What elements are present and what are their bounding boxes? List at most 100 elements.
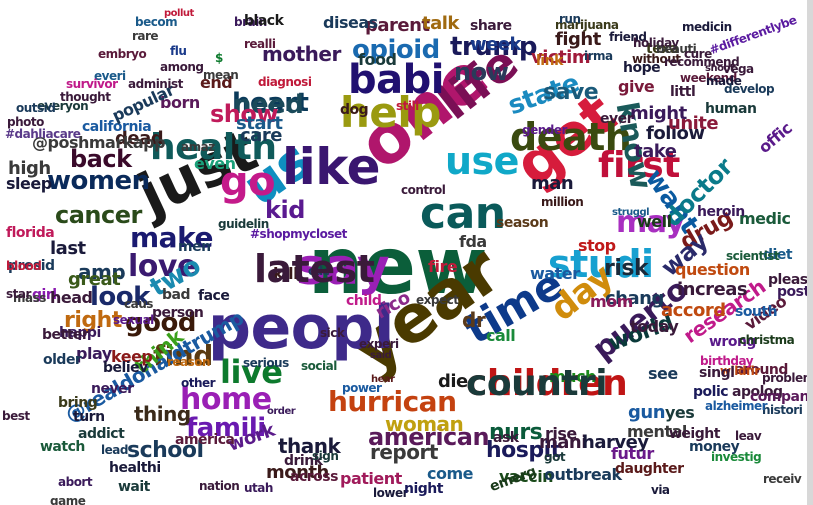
cloud-word: marijuana — [555, 18, 619, 32]
cloud-word: food — [358, 50, 397, 69]
cloud-word: born — [160, 93, 200, 112]
cloud-word: south — [735, 304, 778, 320]
cloud-word: stop — [578, 236, 616, 255]
cloud-word: #dahliacare — [5, 127, 81, 141]
cloud-word: show — [210, 100, 279, 128]
cloud-word: black — [244, 13, 284, 29]
cloud-word: apolog — [732, 384, 783, 400]
cloud-word: brain — [234, 15, 267, 29]
cloud-word: lower — [373, 486, 409, 500]
cloud-word: investig — [711, 450, 762, 464]
cloud-word: patient — [340, 469, 402, 488]
cloud-word: death — [510, 115, 632, 159]
cloud-word: heart — [232, 88, 309, 118]
cloud-word: share — [470, 18, 512, 34]
cloud-word: thing — [134, 402, 191, 426]
cloud-word: futur — [611, 444, 654, 463]
cloud-word: problem — [762, 371, 813, 385]
cloud-word: dog — [340, 102, 369, 118]
cloud-word: opioid — [352, 35, 440, 65]
cloud-word: talk — [422, 13, 459, 34]
cloud-word: sleep — [6, 174, 52, 193]
cloud-word: social — [301, 359, 337, 373]
cloud-word: made — [706, 74, 742, 88]
right-edge-border — [807, 0, 813, 505]
cloud-word: still — [396, 99, 419, 113]
cloud-word: mental — [627, 422, 687, 441]
cloud-word: famili — [186, 413, 266, 443]
cloud-word: great — [68, 269, 121, 290]
cloud-word: #shopmycloset — [250, 227, 347, 241]
cloud-word: countri — [466, 363, 608, 404]
cloud-word: last — [50, 238, 86, 259]
cloud-word: take — [634, 141, 677, 162]
cloud-word: offic — [754, 118, 796, 158]
cloud-word: other — [181, 376, 216, 390]
cloud-word: singl — [699, 365, 735, 381]
cloud-word: diagnosi — [258, 75, 312, 89]
cloud-word: guidelin — [218, 217, 269, 231]
cloud-word: bad — [162, 287, 191, 303]
cloud-word: addict — [78, 426, 125, 442]
cloud-word: like — [282, 138, 381, 196]
cloud-word: administ — [128, 77, 183, 91]
cloud-word: make — [130, 221, 213, 254]
cloud-word: bring — [58, 395, 98, 411]
cloud-word: run — [559, 12, 581, 26]
cloud-word: first — [598, 145, 680, 186]
cloud-word: sexual — [113, 313, 154, 327]
cloud-word: risk — [604, 256, 649, 281]
cloud-word: call — [486, 326, 516, 345]
cloud-word: fda — [459, 232, 487, 251]
cloud-word: fight — [555, 29, 601, 50]
cloud-word: mean — [203, 68, 239, 82]
cloud-word: realli — [244, 37, 276, 51]
cloud-word: heroin — [697, 204, 745, 220]
cloud-word: rise — [545, 424, 577, 443]
cloud-word: give — [618, 77, 655, 96]
cloud-word: believ — [103, 360, 148, 376]
cloud-word: ask — [493, 430, 519, 446]
cloud-word: around — [735, 362, 788, 378]
cloud-word: follow — [646, 123, 705, 144]
cloud-word: thought — [60, 90, 111, 104]
cloud-word: weekend — [680, 71, 737, 85]
cloud-word: christma — [739, 333, 795, 347]
cloud-word: across — [290, 469, 338, 485]
cloud-word: serious — [243, 356, 289, 370]
cloud-word: health — [150, 127, 277, 168]
cloud-word: parent — [365, 15, 430, 36]
cloud-word: children — [466, 363, 628, 404]
cloud-word: mother — [262, 42, 341, 66]
cloud-word: harvey — [582, 432, 649, 453]
cloud-word: amaz — [181, 140, 215, 154]
cloud-word: diseas — [323, 13, 378, 32]
cloud-word: polic — [693, 384, 729, 400]
cloud-word: back — [70, 145, 132, 173]
cloud-word: weight — [669, 426, 720, 442]
cloud-word: drink — [284, 453, 323, 469]
cloud-word: yes — [665, 403, 695, 422]
cloud-word: need — [233, 90, 304, 120]
cloud-word: much — [549, 367, 596, 386]
cloud-word: month — [266, 462, 329, 483]
cloud-word: pleas — [768, 272, 808, 288]
cloud-word: mom — [590, 292, 633, 311]
cloud-word: girl — [32, 287, 57, 303]
cloud-word: may — [616, 205, 685, 240]
cloud-word: via — [651, 483, 670, 497]
cloud-word: scientist — [726, 249, 780, 263]
cloud-word: among — [160, 60, 204, 74]
cloud-word: sick — [320, 326, 345, 340]
cloud-word: pollut — [164, 8, 194, 19]
cloud-word: outbreak — [544, 465, 622, 484]
cloud-word: question — [675, 260, 750, 279]
cloud-word: embryo — [98, 47, 147, 61]
cloud-word: @poshmarkapp — [32, 133, 166, 152]
cloud-word: kill — [273, 264, 299, 283]
cloud-word: flu — [170, 44, 187, 58]
cloud-word: now — [454, 58, 509, 86]
cloud-word: play — [76, 344, 112, 363]
cloud-word: unite — [668, 113, 719, 134]
cloud-word: go — [220, 159, 276, 205]
